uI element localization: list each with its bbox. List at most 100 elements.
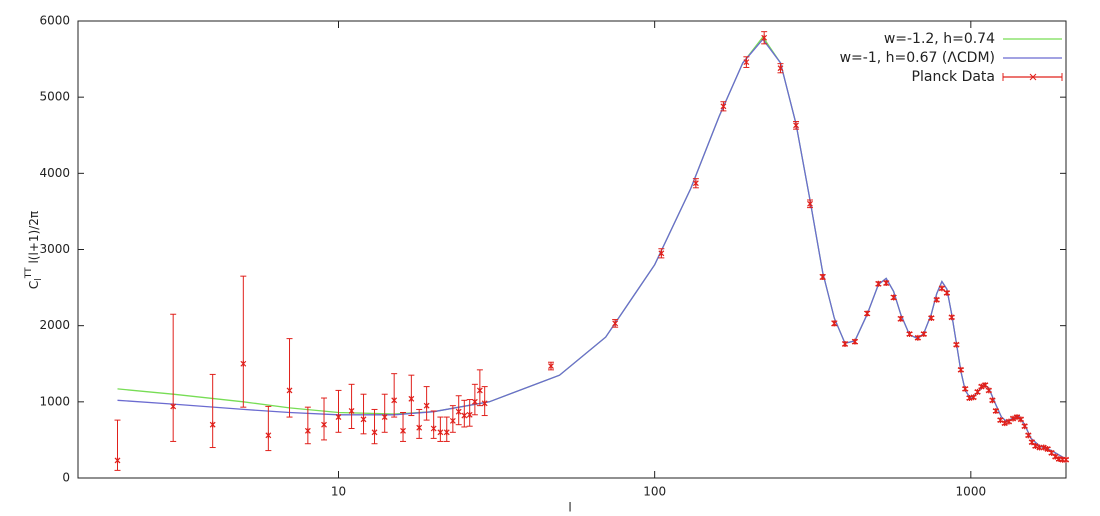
data-point — [819, 273, 826, 280]
data-point — [1021, 423, 1028, 430]
data-point — [476, 387, 483, 394]
data-point — [265, 432, 272, 439]
data-point — [920, 331, 927, 338]
y-label-rest: l(l+1)/2π — [27, 211, 41, 267]
plot-frame — [77, 20, 1067, 479]
y-label-sub: l — [34, 278, 44, 281]
data-point — [1010, 415, 1016, 422]
legend-swatch — [1029, 73, 1037, 81]
data-point — [391, 397, 398, 404]
data-point — [335, 414, 342, 421]
y-tick-label: 5000 — [39, 90, 70, 104]
data-point — [481, 400, 488, 407]
data-point — [831, 320, 838, 327]
data-point — [997, 417, 1004, 424]
data-point — [348, 407, 355, 414]
data-point — [430, 425, 437, 432]
data-point — [938, 285, 945, 292]
data-point — [978, 383, 985, 390]
data-point — [400, 427, 406, 434]
data-point — [777, 65, 784, 72]
data-point — [321, 421, 327, 428]
legend-label: w=-1, h=0.67 (ΛCDM) — [840, 50, 995, 66]
data-point — [957, 366, 964, 373]
data-point — [943, 289, 950, 296]
legend-label: Planck Data — [912, 69, 995, 85]
data-point — [455, 408, 462, 415]
data-point — [371, 429, 378, 436]
data-point — [1052, 453, 1059, 460]
x-tick-label: 10 — [331, 485, 346, 499]
data-point — [692, 180, 699, 187]
data-point — [304, 427, 311, 434]
data-point — [209, 421, 216, 428]
data-point — [1025, 432, 1032, 439]
data-point — [948, 314, 955, 321]
data-point — [114, 457, 121, 464]
data-point — [962, 385, 969, 392]
data-point — [793, 122, 799, 129]
data-point — [953, 341, 960, 348]
y-tick-label: 0 — [62, 471, 70, 485]
data-point — [875, 280, 882, 287]
data-point — [170, 403, 177, 410]
model-line — [117, 35, 1067, 460]
data-point — [807, 200, 813, 207]
data-point — [360, 416, 367, 423]
data-point — [906, 331, 913, 338]
data-point — [890, 294, 897, 301]
data-point — [852, 338, 858, 345]
y-tick-label: 3000 — [39, 242, 70, 256]
y-tick-label: 1000 — [39, 394, 70, 408]
y-tick-label: 6000 — [39, 14, 70, 28]
y-tick-label: 2000 — [39, 318, 70, 332]
legend-label: w=-1.2, h=0.74 — [884, 31, 995, 47]
data-point — [240, 360, 247, 367]
data-point — [974, 388, 981, 395]
data-point — [933, 296, 940, 303]
y-label-sup: TT — [24, 267, 34, 279]
data-point — [985, 387, 992, 394]
data-point — [864, 310, 871, 317]
data-point — [761, 34, 768, 41]
data-point — [1040, 444, 1047, 451]
data-point — [443, 429, 450, 436]
x-axis-label: l — [568, 501, 571, 515]
data-point — [1032, 443, 1039, 450]
data-point — [842, 340, 848, 347]
data-point — [423, 402, 430, 409]
y-axis-label: ClTT l(l+1)/2π — [24, 211, 44, 289]
model-line — [117, 38, 1067, 460]
data-point — [416, 424, 423, 431]
data-point — [928, 315, 935, 322]
data-point — [548, 363, 554, 370]
data-point — [1063, 456, 1069, 463]
data-point — [897, 315, 904, 322]
data-point — [286, 387, 293, 394]
data-point — [437, 429, 444, 436]
data-point — [883, 280, 890, 287]
data-point — [1001, 420, 1008, 427]
data-point — [743, 59, 750, 66]
data-point — [466, 411, 473, 418]
data-point — [658, 250, 665, 257]
y-label-base: C — [27, 281, 41, 289]
data-point — [449, 417, 456, 424]
data-point — [989, 397, 996, 404]
x-tick-label: 1000 — [956, 485, 987, 499]
data-point — [914, 334, 921, 341]
data-point — [471, 398, 478, 405]
data-point — [970, 394, 977, 401]
data-point — [408, 395, 415, 402]
data-point — [992, 407, 999, 414]
data-point — [381, 414, 388, 421]
data-point — [1014, 414, 1020, 421]
x-tick-label: 100 — [643, 485, 666, 499]
data-point — [1017, 416, 1024, 423]
data-point — [720, 103, 727, 110]
data-point — [612, 320, 619, 327]
y-tick-label: 4000 — [39, 166, 70, 180]
data-point — [461, 412, 468, 419]
data-point — [982, 382, 989, 389]
